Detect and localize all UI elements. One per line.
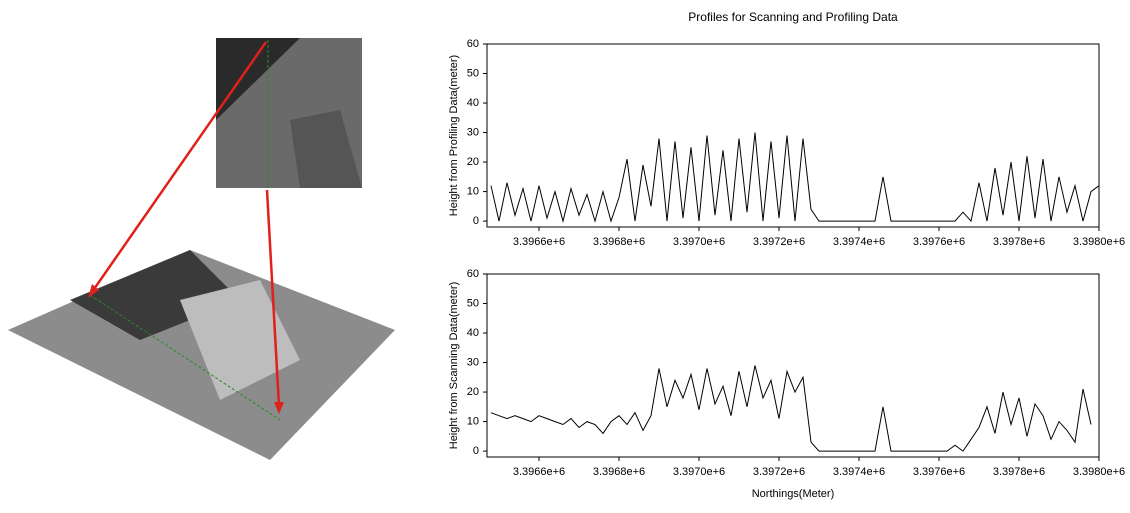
y-tick-label: 60	[467, 268, 479, 280]
x-tick-label: 3.3976e+6	[913, 236, 965, 248]
profile-line	[89, 294, 281, 421]
plot-frame	[486, 273, 1100, 458]
surface-shade	[70, 250, 240, 340]
y-tick-label: 40	[467, 97, 479, 109]
y-tick-label: 0	[473, 445, 479, 457]
profile-line	[490, 365, 1092, 452]
y-tick-label: 20	[467, 156, 479, 168]
x-tick-label: 3.3970e+6	[673, 466, 725, 478]
y-tick-label: 30	[467, 356, 479, 368]
x-tick-label: 3.3978e+6	[993, 466, 1045, 478]
arrow	[265, 189, 281, 407]
x-tick-label: 3.3968e+6	[593, 466, 645, 478]
x-tick-label: 3.3974e+6	[833, 466, 885, 478]
x-tick-label: 3.3980e+6	[1073, 236, 1125, 248]
chart-title: Profiles for Scanning and Profiling Data	[688, 10, 898, 24]
y-tick-label: 10	[467, 415, 479, 427]
y-tick-label: 40	[467, 327, 479, 339]
y-tick-label: 30	[467, 126, 479, 138]
image-shade	[216, 38, 300, 120]
x-tick-label: 3.3974e+6	[833, 236, 885, 248]
left-illustration	[8, 38, 395, 460]
y-tick-label: 10	[467, 185, 479, 197]
x-tick-label: 3.3980e+6	[1073, 466, 1125, 478]
image-shade	[290, 110, 362, 188]
y-tick-label: 50	[467, 67, 479, 79]
y-tick-label: 0	[473, 215, 479, 227]
x-tick-label: 3.3972e+6	[753, 466, 805, 478]
x-tick-label: 3.3970e+6	[673, 236, 725, 248]
surface-shade	[180, 280, 300, 400]
x-tick-label: 3.3972e+6	[753, 236, 805, 248]
arrow-head	[274, 402, 284, 414]
y-axis-label: Height from Profiling Data(meter)	[448, 55, 460, 216]
x-tick-label: 3.3978e+6	[993, 236, 1045, 248]
arrow	[90, 41, 268, 293]
plot-frame	[486, 43, 1100, 228]
x-tick-label: 3.3968e+6	[593, 236, 645, 248]
x-tick-label: 3.3976e+6	[913, 466, 965, 478]
x-axis-label: Northings(Meter)	[752, 488, 835, 500]
y-axis-label: Height from Scanning Data(meter)	[448, 282, 460, 450]
y-tick-label: 60	[467, 38, 479, 50]
profile-line	[490, 132, 1100, 224]
y-tick-label: 20	[467, 386, 479, 398]
arrow-head	[88, 284, 99, 298]
y-tick-label: 50	[467, 297, 479, 309]
x-tick-label: 3.3966e+6	[513, 466, 565, 478]
x-tick-label: 3.3966e+6	[513, 236, 565, 248]
